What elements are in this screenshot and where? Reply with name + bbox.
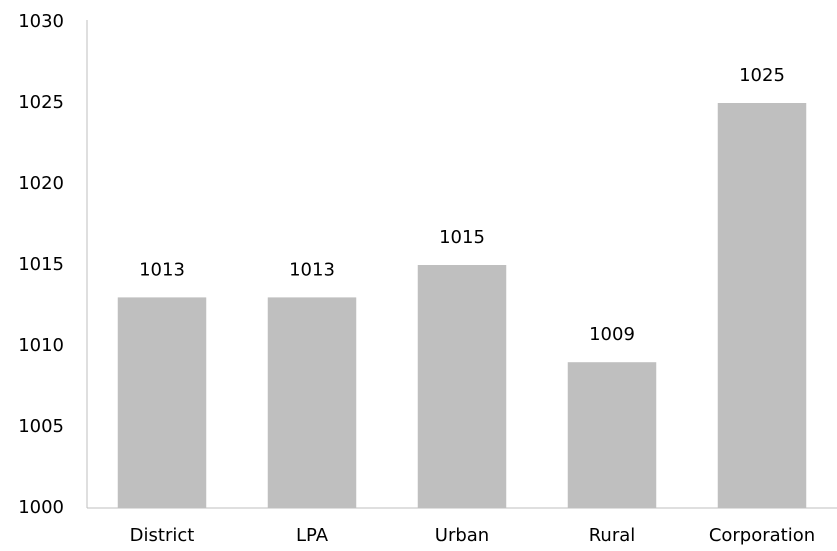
bar <box>717 103 807 508</box>
data-label: 1013 <box>289 259 335 280</box>
bar <box>417 265 507 508</box>
y-tick-label: 1030 <box>18 11 64 32</box>
x-tick-label: Corporation <box>709 525 815 546</box>
bar <box>267 297 357 508</box>
y-tick-label: 1025 <box>18 92 64 113</box>
bar <box>117 297 207 508</box>
y-tick-label: 1015 <box>18 254 64 275</box>
data-label: 1013 <box>139 259 185 280</box>
x-tick-label: District <box>130 525 195 546</box>
y-tick-label: 1020 <box>18 173 64 194</box>
data-label: 1009 <box>589 324 635 345</box>
x-tick-label: LPA <box>296 525 329 546</box>
y-tick-label: 1000 <box>18 497 64 518</box>
y-tick-label: 1005 <box>18 416 64 437</box>
x-tick-label: Urban <box>435 525 489 546</box>
data-label: 1025 <box>739 65 785 86</box>
bar <box>567 362 657 508</box>
data-label: 1015 <box>439 227 485 248</box>
y-tick-label: 1010 <box>18 335 64 356</box>
x-tick-label: Rural <box>589 525 636 546</box>
